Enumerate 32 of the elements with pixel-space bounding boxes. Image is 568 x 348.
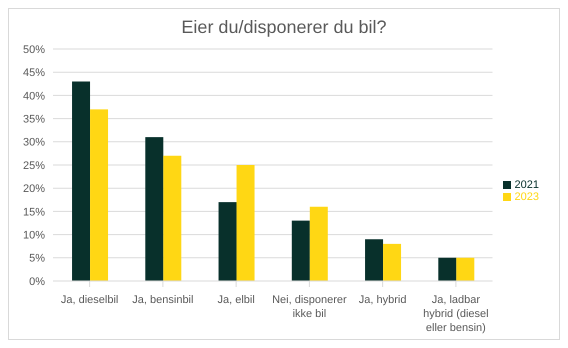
bar: [163, 156, 182, 281]
x-tick-label: Ja, dieselbil: [60, 294, 118, 306]
bar: [292, 220, 310, 281]
x-tick-label: Ja, hybrid: [358, 294, 406, 306]
y-tick-label: 20%: [22, 183, 46, 196]
x-tick-label: Ja, bensinbil: [132, 294, 194, 306]
x-tick-label: Ja, ladbar hybrid (diesel eller bensin): [423, 294, 489, 334]
bar: [236, 165, 255, 281]
bar: [365, 239, 384, 281]
y-tick-label: 0%: [29, 276, 46, 288]
bar: [72, 81, 90, 281]
y-tick-label: 25%: [22, 160, 46, 172]
bar: [218, 202, 237, 281]
bar: [145, 137, 164, 281]
y-tick-label: 50%: [22, 44, 46, 56]
bar: [456, 258, 474, 281]
y-tick-label: 15%: [22, 206, 46, 218]
bar: [383, 244, 402, 281]
x-tick-label: Nei, disponerer ikke bil: [272, 294, 348, 320]
y-tick-label: 35%: [22, 114, 46, 126]
x-tick-label: Ja, elbil: [217, 294, 255, 306]
y-tick-label: 40%: [22, 90, 46, 102]
legend-label: 2021: [514, 179, 539, 191]
y-tick-label: 45%: [22, 67, 46, 80]
legend-label: 2023: [514, 191, 539, 203]
y-tick-label: 5%: [29, 252, 46, 265]
y-tick-label: 10%: [22, 230, 46, 242]
bar: [90, 109, 108, 281]
y-tick-label: 30%: [22, 136, 46, 149]
chart-title: Eier du/disponerer du bil?: [180, 17, 388, 39]
bar: [310, 206, 328, 281]
bar: [438, 258, 456, 281]
